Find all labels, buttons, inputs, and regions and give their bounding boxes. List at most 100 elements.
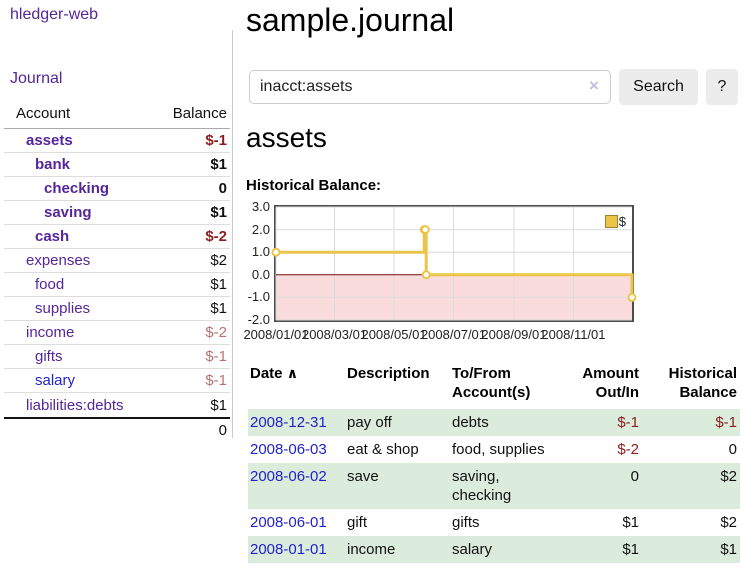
sidebar-item-journal[interactable]: Journal (10, 70, 63, 87)
brand-link[interactable]: hledger-web (10, 6, 99, 23)
accounts-header: Account Balance (4, 103, 230, 129)
account-link[interactable]: saving (44, 204, 92, 221)
account-balance: $-1 (205, 348, 227, 365)
transaction-balance: $2 (720, 514, 737, 531)
transaction-accounts: debts (450, 409, 560, 436)
transaction-amount: $1 (622, 514, 639, 531)
account-balance: $-1 (205, 132, 227, 149)
help-button[interactable]: ? (706, 69, 738, 105)
transaction-balance: 0 (728, 441, 737, 458)
x-axis-tick-label: 2008/05/01 (361, 327, 427, 342)
account-row: saving $1 (4, 201, 230, 225)
register-header-row: Date ∧ Description To/From Account(s) Am… (248, 362, 740, 409)
column-header-amount[interactable]: Amount Out/In (582, 365, 639, 401)
data-point-marker[interactable] (420, 225, 430, 235)
y-axis-tick-label: 3.0 (251, 199, 270, 214)
transaction-row: 2008-06-03 eat & shop food, supplies $-2 0 (248, 436, 740, 463)
data-point-marker[interactable] (421, 270, 431, 280)
y-axis-tick-label: -1.0 (247, 289, 270, 305)
column-header-balance[interactable]: Historical Balance (668, 365, 737, 401)
transaction-date-link[interactable]: 2008-12-31 (250, 414, 327, 431)
y-axis-tick-label: -2.0 (247, 312, 270, 327)
account-row: bank $1 (4, 153, 230, 177)
account-balance: $1 (210, 156, 227, 173)
account-link[interactable]: checking (44, 180, 110, 197)
accounts-header-balance: Balance (172, 105, 227, 122)
account-balance: $-2 (205, 324, 227, 341)
accounts-total-row: 0 (4, 417, 230, 439)
column-header-description[interactable]: Description (347, 365, 430, 382)
accounts-total-value: 0 (218, 422, 227, 439)
transaction-date-link[interactable]: 2008-01-01 (250, 541, 327, 558)
y-axis-tick-label: 1.0 (251, 244, 270, 260)
search-button[interactable]: Search (619, 69, 698, 105)
account-row: checking 0 (4, 177, 230, 201)
account-row: salary $-1 (4, 369, 230, 393)
balance-line-chart (271, 206, 637, 321)
transaction-row: 2008-12-31 pay off debts $-1 $-1 (248, 409, 740, 436)
transaction-row: 2008-06-02 save saving, checking 0 $2 (248, 463, 740, 509)
account-link[interactable]: assets (26, 132, 73, 149)
transaction-date-link[interactable]: 2008-06-03 (250, 441, 327, 458)
transaction-description: gift (347, 514, 368, 531)
transaction-description: eat & shop (347, 441, 419, 458)
account-row: assets $-1 (4, 129, 230, 153)
transaction-amount: 0 (560, 463, 642, 509)
account-link[interactable]: cash (35, 228, 70, 245)
x-axis-tick-label: 2008/11/01 (541, 327, 606, 342)
x-axis-tick-label: 2008/03/01 (301, 327, 368, 342)
account-balance: 0 (218, 180, 227, 197)
account-row: cash $-2 (4, 225, 230, 249)
x-axis-tick-label: 2008/01/01 (243, 327, 309, 342)
account-link[interactable]: expenses (26, 252, 91, 269)
account-link[interactable]: food (35, 276, 65, 293)
x-axis-tick-label: 2008/09/01 (481, 327, 547, 342)
account-balance: $2 (210, 252, 227, 269)
account-link[interactable]: bank (35, 156, 71, 173)
account-balance: $-1 (205, 372, 227, 389)
transaction-row: 2008-06-01 gift gifts $1 $2 (248, 509, 740, 536)
chart-legend: $ (604, 214, 626, 229)
account-balance: $1 (210, 276, 227, 293)
account-row: income $-2 (4, 321, 230, 345)
account-link[interactable]: gifts (35, 348, 63, 365)
account-link[interactable]: liabilities:debts (26, 396, 124, 414)
account-link[interactable]: salary (35, 372, 76, 389)
transaction-accounts: food, supplies (452, 441, 545, 458)
column-header-date[interactable]: Date ∧ (250, 365, 299, 382)
chart-heading: Historical Balance: (246, 177, 382, 194)
account-link[interactable]: supplies (35, 300, 91, 317)
y-axis-tick-label: 2.0 (251, 221, 270, 237)
account-link[interactable]: income (26, 324, 75, 341)
data-point-marker[interactable] (627, 292, 637, 302)
account-balance: $-2 (205, 228, 227, 245)
transaction-balance: $2 (642, 463, 740, 509)
page-title: sample.journal (246, 2, 455, 38)
transaction-amount: $1 (560, 536, 642, 563)
account-balance: $1 (210, 204, 227, 221)
balance-chart: $ (271, 205, 637, 322)
accounts-header-account: Account (16, 105, 71, 122)
account-row: expenses $2 (4, 249, 230, 273)
search-input[interactable] (249, 70, 611, 104)
transaction-row: 2008-01-01 income salary $1 $1 (248, 536, 740, 563)
x-axis-tick-label: 2008/07/01 (420, 327, 487, 342)
column-header-accounts[interactable]: To/From Account(s) (452, 365, 531, 401)
data-point-marker[interactable] (271, 247, 281, 257)
account-balance: $1 (210, 396, 227, 414)
legend-swatch-icon (604, 215, 618, 228)
transaction-amount: $-2 (617, 441, 639, 458)
transaction-date-link[interactable]: 2008-06-02 (250, 468, 327, 485)
transaction-accounts: salary (450, 536, 560, 563)
transaction-description: income (345, 536, 450, 563)
register-table: Date ∧ Description To/From Account(s) Am… (248, 362, 740, 563)
transaction-accounts: saving, checking (450, 463, 560, 509)
sidebar-divider (232, 30, 233, 438)
accounts-panel: Account Balance assets $-1 bank $1 checking 0… (4, 103, 230, 439)
transaction-date-link[interactable]: 2008-06-01 (250, 514, 327, 531)
account-title: assets (246, 122, 327, 153)
y-axis-tick-label: 0.0 (251, 266, 270, 282)
clear-search-icon[interactable]: × (589, 76, 599, 95)
account-row: supplies $1 (4, 297, 230, 321)
